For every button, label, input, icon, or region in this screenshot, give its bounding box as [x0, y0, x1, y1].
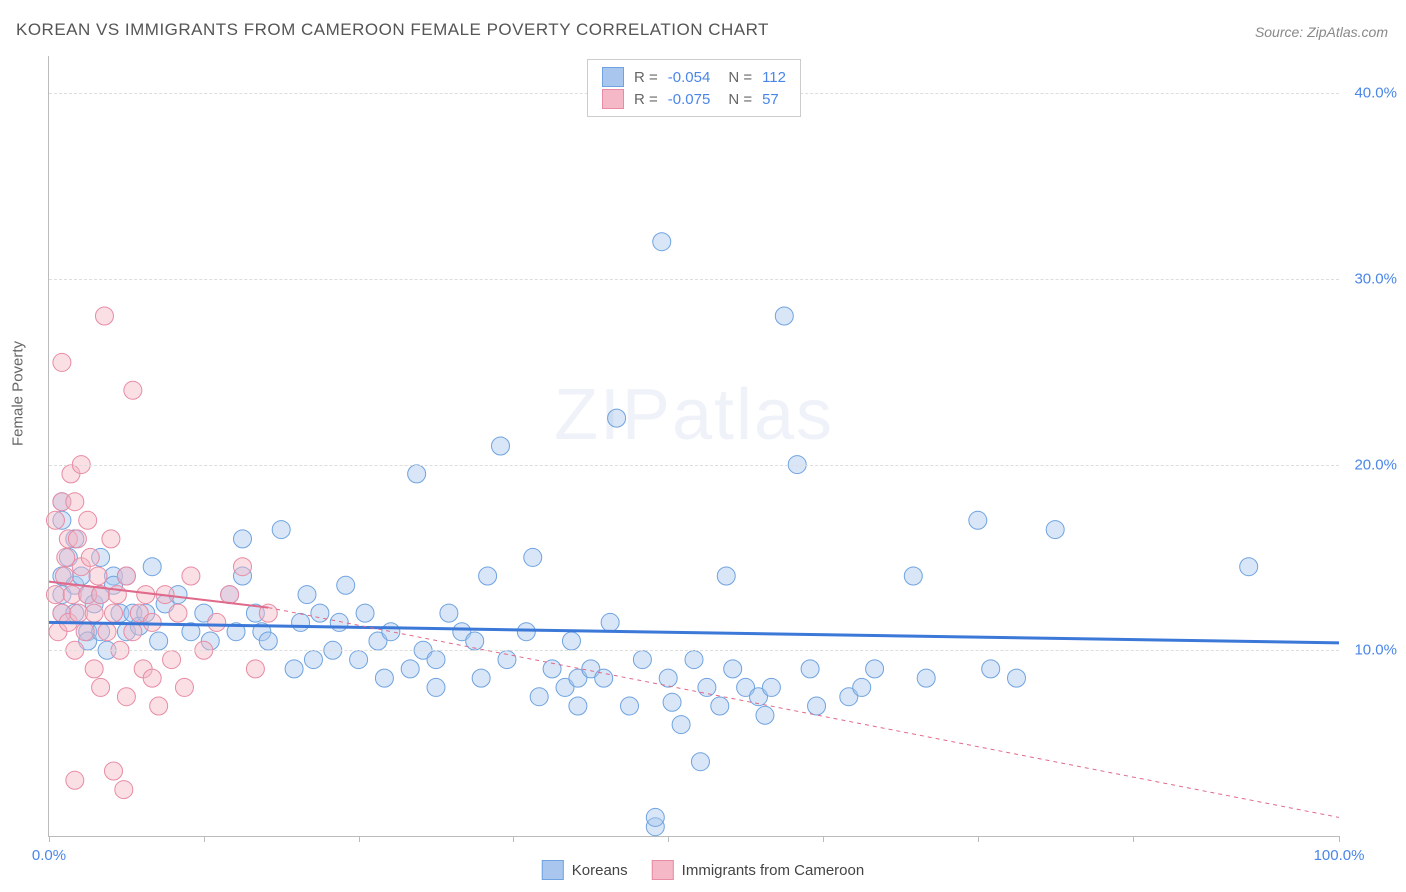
xtick-label: 0.0% [32, 847, 66, 864]
chart-title: KOREAN VS IMMIGRANTS FROM CAMEROON FEMAL… [16, 20, 769, 40]
legend-item-cameroon: Immigrants from Cameroon [652, 860, 865, 880]
r-value-koreans: -0.054 [668, 69, 711, 86]
legend-item-koreans: Koreans [542, 860, 628, 880]
ytick-label: 20.0% [1354, 456, 1397, 473]
scatter-svg [49, 56, 1339, 836]
legend-label-koreans: Koreans [572, 862, 628, 879]
y-axis-label: Female Poverty [10, 341, 27, 446]
chart-container: KOREAN VS IMMIGRANTS FROM CAMEROON FEMAL… [0, 0, 1406, 892]
swatch-koreans [602, 67, 624, 87]
correlation-legend: R = -0.054 N = 112 R = -0.075 N = 57 [587, 59, 801, 117]
r-value-cameroon: -0.075 [668, 91, 711, 108]
ytick-label: 30.0% [1354, 270, 1397, 287]
legend-row-koreans: R = -0.054 N = 112 [602, 66, 786, 88]
ytick-label: 10.0% [1354, 642, 1397, 659]
swatch-koreans-icon [542, 860, 564, 880]
plot-area: ZIPatlas R = -0.054 N = 112 R = -0.075 N… [48, 56, 1339, 837]
legend-label-cameroon: Immigrants from Cameroon [682, 862, 865, 879]
source-attribution: Source: ZipAtlas.com [1255, 24, 1388, 40]
series-legend: Koreans Immigrants from Cameroon [542, 860, 864, 880]
n-value-cameroon: 57 [762, 91, 779, 108]
n-value-koreans: 112 [762, 69, 786, 86]
swatch-cameroon [602, 89, 624, 109]
legend-row-cameroon: R = -0.075 N = 57 [602, 88, 786, 110]
xtick-label: 100.0% [1314, 847, 1365, 864]
ytick-label: 40.0% [1354, 85, 1397, 102]
swatch-cameroon-icon [652, 860, 674, 880]
